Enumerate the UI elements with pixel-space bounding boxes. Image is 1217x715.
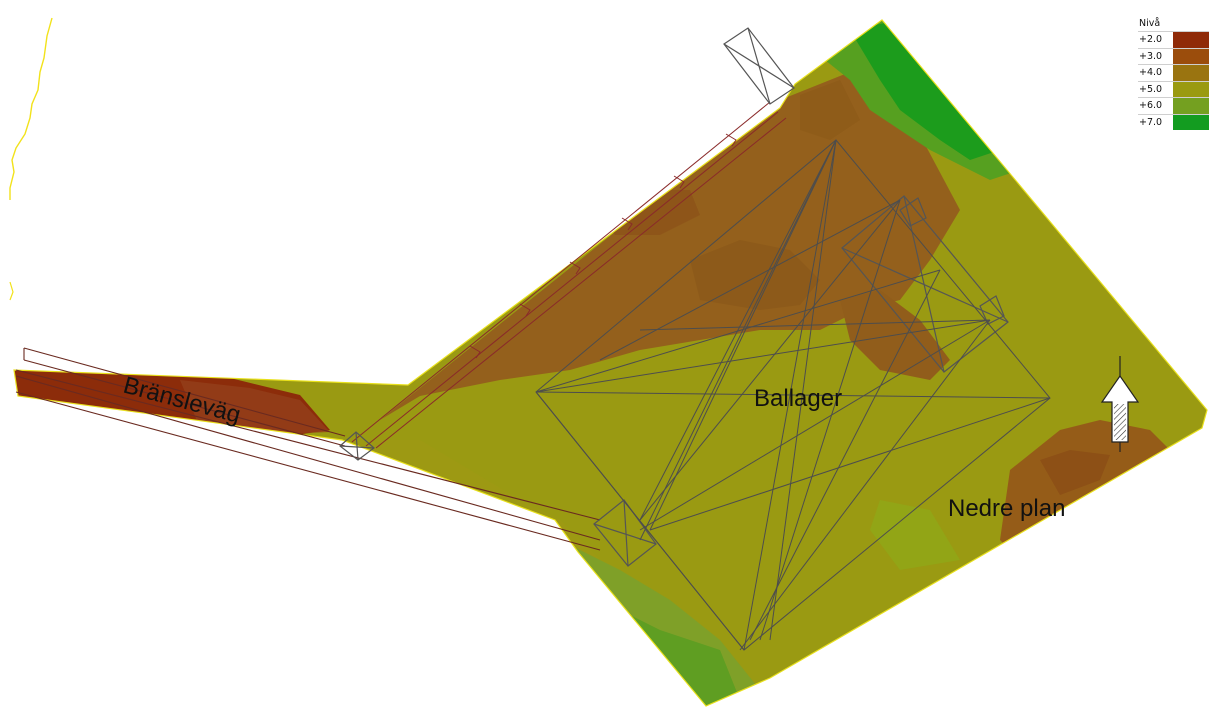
legend-item: +2.0 — [1138, 31, 1209, 48]
legend-item: +4.0 — [1138, 64, 1209, 81]
legend-swatch — [1173, 32, 1209, 48]
legend-swatch — [1173, 65, 1209, 81]
boundary-fragment — [9, 281, 14, 301]
transfer-tower-north — [723, 27, 795, 105]
transfer-tower-south — [593, 499, 657, 567]
legend-value: +4.0 — [1139, 67, 1163, 78]
transfer-tower-west — [339, 431, 375, 461]
legend-swatch — [1173, 81, 1209, 97]
legend-value: +2.0 — [1139, 34, 1163, 45]
transfer-tower-east — [841, 195, 1009, 373]
conveyor-upper — [351, 101, 787, 449]
label-lower-level: Nedre plan — [948, 495, 1065, 522]
boundary-line — [9, 17, 53, 200]
site-outline — [13, 19, 1208, 707]
elevation-legend: Nivå +2.0 +3.0 +4.0 +5.0 +6.0 +7.0 — [1138, 17, 1209, 130]
legend-item: +6.0 — [1138, 97, 1209, 114]
legend-value: +3.0 — [1139, 50, 1163, 62]
legend-item: +3.0 — [1138, 47, 1209, 64]
label-ball-storage: Ballager — [754, 385, 842, 412]
ball-storage-outline — [535, 139, 1051, 651]
legend-value: +6.0 — [1139, 100, 1163, 111]
legend-item: +7.0 — [1138, 113, 1209, 130]
legend-item: +5.0 — [1138, 80, 1209, 97]
legend-value: +7.0 — [1139, 116, 1163, 128]
legend-title: Nivå — [1139, 18, 1161, 29]
legend-value: +5.0 — [1139, 83, 1163, 95]
legend-swatch — [1173, 114, 1209, 130]
legend-swatch — [1173, 48, 1209, 64]
conveyor-lower — [15, 347, 601, 551]
legend-swatch — [1173, 98, 1209, 114]
north-arrow-icon — [1100, 356, 1140, 452]
